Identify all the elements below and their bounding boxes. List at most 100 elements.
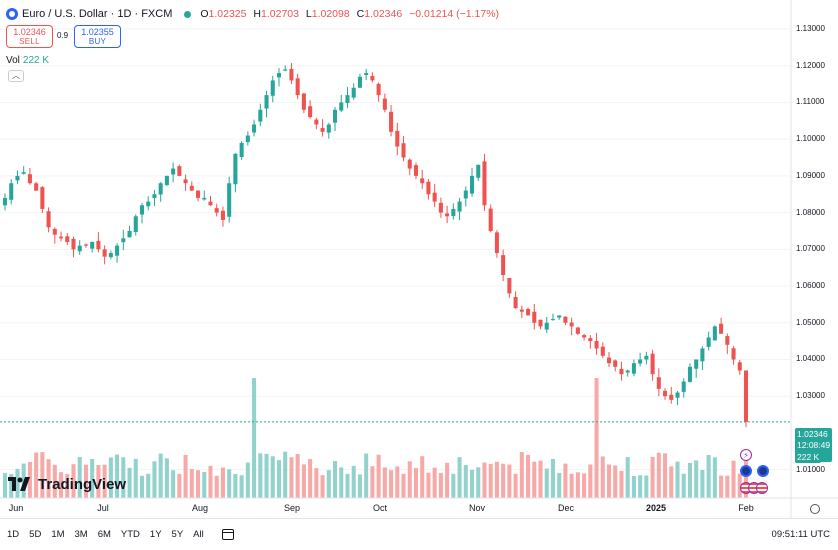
candle-body xyxy=(451,208,456,217)
timeframe-button[interactable]: YTD xyxy=(120,529,140,540)
candle-body xyxy=(333,109,338,123)
volume-bar xyxy=(326,470,331,498)
volume-bar xyxy=(152,461,157,498)
candle xyxy=(2,193,8,211)
tradingview-logo[interactable]: TradingView xyxy=(7,474,126,494)
volume-bar xyxy=(594,378,599,498)
volume-bar xyxy=(301,464,306,498)
candle xyxy=(438,197,443,218)
earnings-icon[interactable] xyxy=(757,465,769,477)
calendar-icon[interactable] xyxy=(221,529,234,540)
volume-bar xyxy=(575,472,580,498)
candle xyxy=(650,349,655,381)
candle xyxy=(9,179,14,205)
candle-body xyxy=(432,192,437,202)
volume-bar xyxy=(270,456,275,498)
candle-body xyxy=(276,73,282,78)
timeframe-button[interactable]: All xyxy=(193,529,204,540)
volume-bar xyxy=(283,451,288,498)
candle-body xyxy=(27,174,32,184)
candle-body xyxy=(320,127,325,132)
collapse-legend-button[interactable]: ︿ xyxy=(8,70,24,82)
volume-bar xyxy=(451,473,456,498)
candle xyxy=(675,390,680,406)
candle xyxy=(619,361,624,381)
candle-body xyxy=(706,337,711,347)
volume-bar xyxy=(507,464,512,498)
volume-bar xyxy=(40,452,45,498)
volume-bar xyxy=(46,459,51,498)
market-open-icon xyxy=(184,10,192,18)
candle-body xyxy=(694,359,699,369)
candle xyxy=(214,203,219,217)
candle xyxy=(469,167,475,197)
timeframe-button[interactable]: 1D xyxy=(7,529,20,540)
buy-button[interactable]: 1.02355 BUY xyxy=(74,25,121,48)
candle xyxy=(121,229,126,251)
candle xyxy=(407,158,412,176)
price-tick-label: 1.10000 xyxy=(796,134,825,144)
candle-body xyxy=(613,360,618,367)
candle xyxy=(376,82,381,102)
candle-body xyxy=(108,253,113,258)
volume-bar xyxy=(108,457,113,498)
candle xyxy=(532,304,537,330)
candle xyxy=(345,86,350,109)
volume-bar xyxy=(345,473,350,498)
candle xyxy=(220,206,225,227)
candle-body xyxy=(52,228,57,235)
utc-clock[interactable]: 09:51:11 UTC xyxy=(771,529,830,540)
volume-bar xyxy=(737,473,742,498)
gear-icon[interactable] xyxy=(810,504,820,514)
candle-body xyxy=(208,201,213,206)
candle-body xyxy=(476,164,481,178)
volume-bar xyxy=(569,473,574,498)
candle-body xyxy=(364,73,369,75)
candle-body xyxy=(326,124,331,133)
candle-body xyxy=(96,240,101,250)
volume-bar xyxy=(482,462,487,498)
volume-bar xyxy=(9,474,14,498)
volume-bar xyxy=(420,456,425,498)
timeframe-button[interactable]: 3M xyxy=(74,529,88,540)
volume-bar xyxy=(77,457,82,498)
volume-bar xyxy=(557,472,562,498)
volume-bar xyxy=(501,463,506,498)
volume-bar xyxy=(376,454,381,498)
candle-body xyxy=(21,172,26,174)
candle-body xyxy=(245,135,250,143)
candle-body xyxy=(681,381,686,392)
candle xyxy=(420,169,425,189)
volume-bar xyxy=(413,467,418,498)
candle xyxy=(426,179,431,200)
earnings-icon[interactable] xyxy=(740,465,752,477)
volume-bar xyxy=(432,467,437,498)
candle xyxy=(638,352,643,367)
candle xyxy=(600,342,605,359)
candle-body xyxy=(233,153,238,185)
candle-body xyxy=(445,213,450,217)
volume-bar xyxy=(457,457,462,498)
volume-histogram xyxy=(2,378,749,498)
time-tick-label: Sep xyxy=(283,503,301,513)
lightning-icon[interactable]: ⚡ xyxy=(740,449,752,461)
timeframe-button[interactable]: 1M xyxy=(51,529,65,540)
volume-bar xyxy=(202,471,207,498)
symbol-title[interactable]: Euro / U.S. Dollar · 1D · FXCM xyxy=(22,8,173,20)
timeframe-button[interactable]: 5Y xyxy=(171,529,184,540)
candle-body xyxy=(115,245,120,256)
timeframe-button[interactable]: 6M xyxy=(97,529,111,540)
candle-body xyxy=(152,194,157,198)
candle xyxy=(333,106,338,132)
candle xyxy=(177,164,182,177)
volume-bar xyxy=(27,461,32,498)
us-flag-icon[interactable] xyxy=(756,482,768,494)
timeframe-button[interactable]: 1Y xyxy=(149,529,162,540)
volume-bar xyxy=(71,464,76,498)
timeframe-button[interactable]: 5D xyxy=(29,529,42,540)
volume-bar xyxy=(712,457,717,498)
candle xyxy=(233,153,238,193)
candle xyxy=(507,278,512,298)
sell-button[interactable]: 1.02346 SELL xyxy=(6,25,53,48)
